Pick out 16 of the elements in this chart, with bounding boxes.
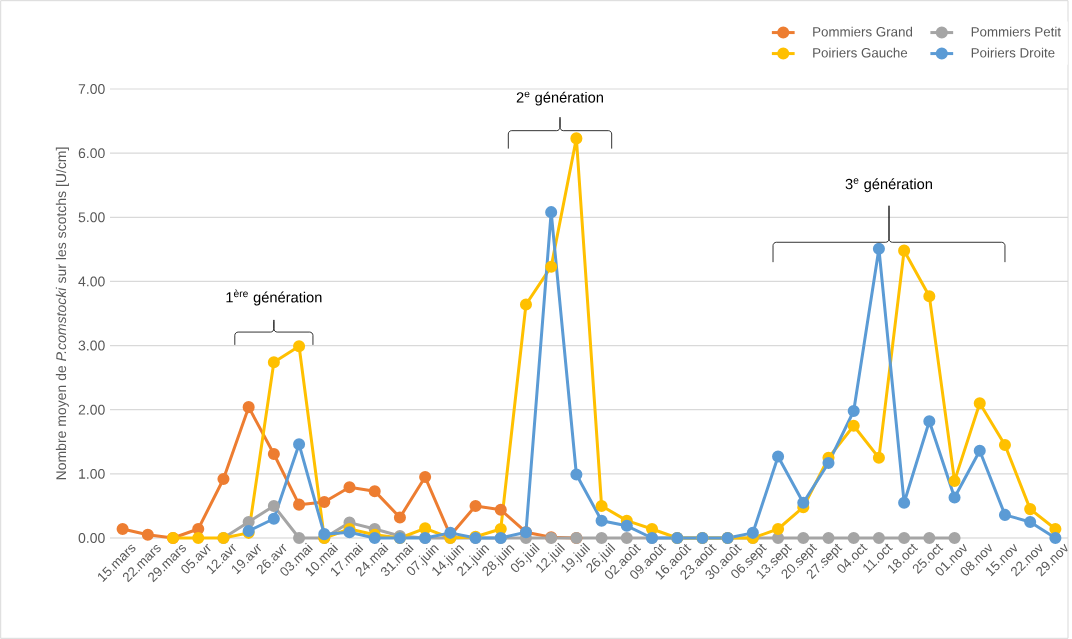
y-tick-label: 0.00: [78, 533, 105, 543]
y-tick-label: 4.00: [78, 276, 105, 287]
y-tick-label: 1.00: [79, 468, 105, 479]
y-tick-label: 2.00: [78, 404, 105, 415]
legend-label: Pommiers Grand: [813, 26, 913, 37]
y-axis-title: Nombre moyen de P.comstocki sur les scotchs [U/cm]: [55, 147, 69, 480]
y-tick-label: 7.00: [78, 84, 105, 94]
annotation: 2$^{e}$ génération: [516, 91, 603, 106]
legend-label: Pommiers Petit: [971, 26, 1061, 37]
legend-label: Poiriers Droite: [971, 47, 1055, 58]
y-tick-label: 3.00: [78, 340, 105, 351]
legend-label: Poiriers Gauche: [813, 47, 908, 58]
y-tick-label: 6.00: [78, 148, 105, 159]
annotation: 3$^{e}$ génération: [845, 178, 932, 193]
annotation: 1$^{ère}$ génération: [226, 289, 322, 306]
y-tick-label: 5.00: [78, 212, 105, 223]
